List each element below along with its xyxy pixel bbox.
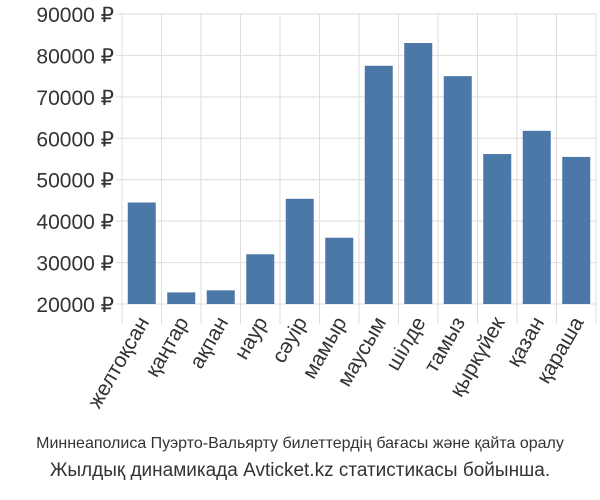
bar (246, 254, 275, 304)
bar (167, 292, 196, 304)
bar (483, 154, 512, 304)
y-tick-label: 40000 ₽ (36, 211, 114, 234)
chart-caption-line1: Миннеаполиса Пуэрто-Вальярту билеттердің… (36, 435, 564, 452)
bar (522, 130, 551, 304)
bar (562, 156, 591, 304)
x-tick-label: желтоқсан (84, 313, 155, 412)
bar (364, 65, 393, 305)
y-tick-label: 20000 ₽ (36, 294, 114, 317)
bar (443, 76, 472, 305)
y-tick-label: 70000 ₽ (36, 87, 114, 110)
bar (404, 43, 433, 304)
y-tick-label: 80000 ₽ (36, 45, 114, 68)
bar (127, 202, 156, 304)
chart-caption-line2: Жылдық динамикада Avticket.kz статистика… (49, 460, 551, 481)
y-tick-label: 50000 ₽ (36, 170, 114, 193)
bar (285, 198, 314, 304)
bar (206, 290, 235, 304)
y-tick-label: 60000 ₽ (36, 128, 114, 151)
y-tick-label: 90000 ₽ (36, 4, 114, 27)
x-tick-label: ақпан (185, 313, 233, 373)
x-tick-label: наур (230, 313, 272, 363)
bar (325, 237, 354, 304)
y-tick-label: 30000 ₽ (36, 253, 114, 276)
bar-chart: 20000 ₽ 30000 ₽ 40000 ₽ 50000 ₽ 60000 ₽ 70000… (36, 4, 597, 412)
